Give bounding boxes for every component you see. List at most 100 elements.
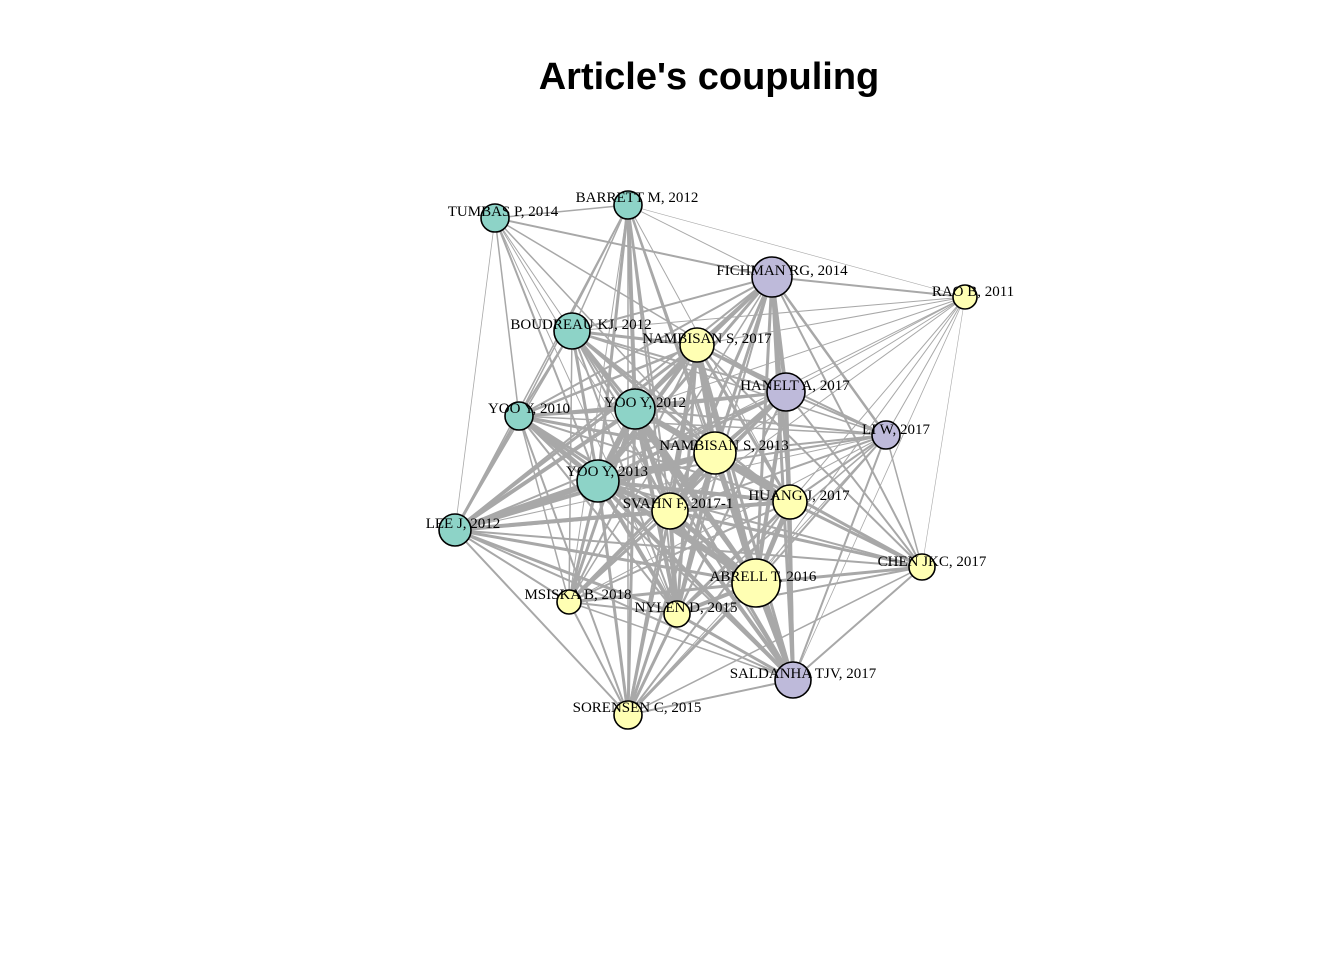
node-circle[interactable]: [908, 553, 936, 581]
node-circle[interactable]: [614, 388, 656, 430]
edge-msiska-nylen: [568, 601, 678, 615]
edge-rao-huang: [789, 296, 966, 503]
edge-yoo2012-liw: [634, 408, 887, 436]
edge-rao-liw: [885, 296, 966, 436]
edge-liw-nambisan13: [714, 434, 887, 454]
node-circle[interactable]: [774, 661, 812, 699]
node-sorensen[interactable]: SORENSEN C, 2015: [573, 700, 702, 730]
edge-tumbas-lee: [454, 217, 496, 531]
node-boudreau[interactable]: BOUDREAU KJ, 2012: [510, 312, 652, 350]
node-yoo2010[interactable]: YOO Y, 2010: [488, 401, 570, 431]
node-circle[interactable]: [438, 513, 472, 547]
edge-fichman-liw: [770, 275, 888, 437]
edge-rao-svahn: [669, 296, 966, 512]
edge-yoo2010-nambisan13: [517, 414, 717, 455]
edge-lee-sorensen: [454, 529, 629, 716]
node-label: HUANG J, 2017: [748, 488, 850, 504]
edge-lee-saldanha: [454, 529, 794, 681]
node-svahn[interactable]: SVAHN F, 2017-1: [623, 492, 734, 530]
node-circle[interactable]: [613, 700, 643, 730]
edge-svahn-chen: [668, 509, 924, 569]
edge-msiska-sorensen: [568, 601, 629, 716]
node-nambisan17[interactable]: NAMBISAN S, 2017: [642, 327, 772, 363]
node-circle[interactable]: [731, 558, 781, 608]
node-circle[interactable]: [679, 327, 715, 363]
node-circle[interactable]: [663, 600, 691, 628]
edge-chen-sorensen: [627, 566, 923, 716]
node-circle[interactable]: [613, 190, 643, 220]
edge-huang-msiska: [568, 501, 791, 603]
edge-nylen-saldanha: [675, 612, 795, 682]
edge-boudreau-nambisan17: [570, 329, 699, 347]
node-saldanha[interactable]: SALDANHA TJV, 2017: [730, 661, 877, 699]
node-label: RAO B, 2011: [932, 284, 1014, 300]
edge-tumbas-yoo2010: [494, 217, 520, 417]
node-fichman[interactable]: FICHMAN RG, 2014: [716, 256, 848, 298]
node-circle[interactable]: [952, 284, 978, 310]
edge-lee-nylen: [453, 528, 679, 616]
edge-fichman-boudreau: [571, 276, 773, 332]
node-msiska[interactable]: MSISKA B, 2018: [524, 587, 632, 615]
node-label: SALDANHA TJV, 2017: [730, 666, 877, 682]
node-circle[interactable]: [504, 401, 534, 431]
node-circle[interactable]: [766, 372, 806, 412]
node-circle[interactable]: [751, 256, 793, 298]
node-chen[interactable]: CHEN JKC, 2017: [878, 553, 987, 581]
node-circle[interactable]: [772, 484, 808, 520]
edge-nambisan13-chen: [713, 451, 924, 569]
node-rao[interactable]: RAO B, 2011: [932, 284, 1014, 310]
edge-huang-nylen: [675, 500, 792, 616]
node-circle[interactable]: [576, 459, 620, 503]
node-liw[interactable]: LI W, 2017: [862, 420, 930, 450]
edge-msiska-saldanha: [568, 601, 794, 681]
node-label: CHEN JKC, 2017: [878, 554, 987, 570]
edge-liw-huang: [789, 434, 887, 503]
edge-svahn-saldanha: [668, 509, 795, 682]
edge-tumbas-boudreau: [494, 217, 573, 332]
edge-svahn-lee: [453, 509, 672, 532]
node-hanelt[interactable]: HANELT A, 2017: [740, 372, 850, 412]
edge-lee-chen: [454, 529, 923, 568]
edge-saldanha-sorensen: [627, 679, 794, 716]
edge-yoo2012-saldanha: [633, 407, 795, 682]
node-label: TUMBAS P, 2014: [448, 204, 559, 220]
node-barrett[interactable]: BARRETT M, 2012: [576, 190, 699, 220]
node-nambisan13[interactable]: NAMBISAN S, 2013: [659, 431, 789, 475]
edge-rao-nambisan13: [714, 296, 966, 454]
edge-svahn-msiska: [567, 509, 672, 604]
node-label: FICHMAN RG, 2014: [716, 263, 848, 279]
node-circle[interactable]: [651, 492, 689, 530]
chart-title: Article's coupuling: [538, 56, 880, 98]
node-circle[interactable]: [693, 431, 737, 475]
node-nylen[interactable]: NYLEN D, 2015: [635, 600, 738, 628]
edge-liw-chen: [885, 434, 923, 568]
edge-rao-chen: [921, 296, 966, 568]
node-abrell[interactable]: ABRELL T, 2016: [710, 558, 817, 608]
node-label: SORENSEN C, 2015: [573, 700, 702, 716]
edge-rao-nambisan17: [696, 296, 966, 346]
edge-nambisan13-sorensen: [626, 451, 717, 717]
edge-liw-lee: [454, 434, 887, 531]
edge-yoo2013-huang: [596, 479, 792, 504]
node-circle[interactable]: [553, 312, 591, 350]
node-label: LEE J, 2012: [426, 516, 501, 532]
edge-lee-abrell: [453, 528, 758, 585]
edge-barrett-yoo2012: [626, 203, 637, 411]
node-huang[interactable]: HUANG J, 2017: [748, 484, 850, 520]
node-label: LI W, 2017: [862, 422, 930, 438]
node-yoo2012[interactable]: YOO Y, 2012: [604, 388, 686, 430]
node-label: NYLEN D, 2015: [635, 600, 738, 616]
edge-fichman-rao: [771, 276, 966, 298]
node-lee[interactable]: LEE J, 2012: [426, 513, 501, 547]
node-circle[interactable]: [871, 420, 901, 450]
node-circle[interactable]: [480, 203, 510, 233]
edge-yoo2013-chen: [597, 480, 923, 568]
node-tumbas[interactable]: TUMBAS P, 2014: [448, 203, 559, 233]
edge-barrett-fichman: [627, 204, 773, 278]
edge-hanelt-yoo2013: [596, 390, 788, 483]
node-circle[interactable]: [556, 589, 582, 615]
node-label: BOUDREAU KJ, 2012: [510, 317, 651, 333]
edge-tumbas-yoo2013: [494, 217, 599, 482]
node-yoo2013[interactable]: YOO Y, 2013: [566, 459, 648, 503]
